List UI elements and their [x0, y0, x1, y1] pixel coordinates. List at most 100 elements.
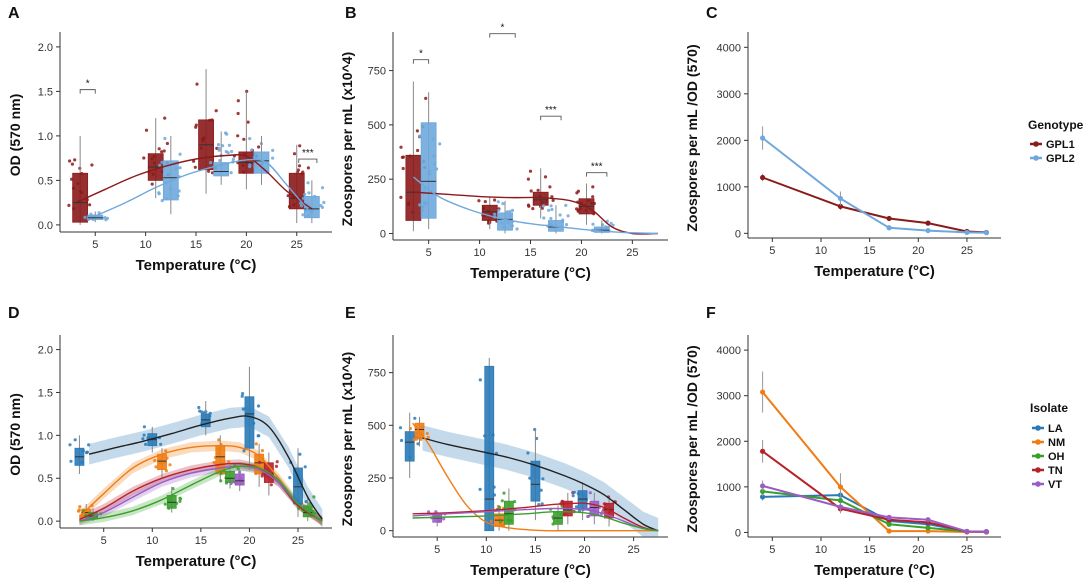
x-tick-label-c: 15: [864, 245, 876, 257]
data-point-oh: [163, 502, 167, 506]
data-point-la: [413, 416, 417, 420]
data-point-gpl1: [144, 128, 149, 132]
x-tick-label-f: 5: [769, 544, 775, 556]
data-point-la: [240, 394, 244, 398]
legend-marker-nm: [1035, 439, 1041, 445]
fit-curve-vt: [79, 465, 323, 522]
box-la: [244, 396, 255, 449]
y-tick-label-c: 0: [735, 228, 741, 240]
box-vt: [432, 514, 443, 523]
data-point-nm: [489, 519, 493, 523]
data-point-gpl2: [216, 143, 221, 147]
legend-marker-oh: [1035, 453, 1041, 459]
significance-bracket: [586, 172, 608, 177]
data-point-gpl1: [292, 152, 297, 156]
data-point-la: [541, 477, 545, 481]
confidence-band-vt: [79, 461, 323, 526]
data-point-gpl1: [257, 145, 261, 149]
legend-item-nm: NM: [1032, 437, 1065, 449]
y-tick-label-f: 4000: [717, 345, 741, 357]
data-point-gpl1: [150, 182, 154, 186]
data-point-gpl1: [400, 155, 404, 159]
data-point-gpl2: [301, 213, 305, 217]
data-point-gpl1: [591, 185, 595, 189]
box-gpl2: [420, 122, 437, 219]
x-tick-label-c: 25: [961, 245, 973, 257]
data-point-gpl1: [886, 215, 892, 222]
data-point-gpl1: [193, 165, 197, 169]
data-point-gpl1: [214, 109, 218, 113]
x-axis-title-b: Temperature (°C): [470, 265, 591, 282]
data-point-la: [416, 442, 420, 446]
legend-item-oh: OH: [1032, 451, 1065, 463]
data-point-la: [303, 465, 307, 469]
fit-curve-la: [88, 415, 323, 520]
y-tick-label-e: 750: [368, 368, 386, 380]
box-la: [530, 460, 541, 502]
data-point-la: [200, 410, 204, 414]
data-point-gpl2: [178, 152, 182, 156]
legend-label-oh: OH: [1048, 451, 1065, 463]
data-point-gpl2: [418, 134, 422, 138]
y-tick-label-f: 2000: [717, 436, 741, 448]
x-tick-label-d: 10: [146, 535, 158, 547]
x-tick-label-a: 20: [240, 239, 252, 251]
data-point-gpl2: [221, 144, 225, 148]
data-point-la: [526, 451, 530, 455]
data-point-vt: [964, 528, 970, 535]
x-tick-label-a: 10: [140, 239, 152, 251]
x-tick-label-e: 25: [628, 544, 640, 556]
data-point-la: [257, 434, 261, 438]
data-point-gpl1: [215, 146, 219, 150]
data-point-nm: [212, 460, 216, 465]
data-point-nm: [886, 528, 892, 534]
data-point-gpl2: [163, 136, 167, 141]
y-tick-label-e: 250: [368, 473, 386, 485]
legend-item-la: LA: [1032, 423, 1063, 435]
x-tick-label-c: 20: [912, 245, 924, 257]
data-point-vt: [983, 529, 990, 535]
x-tick-label-e: 15: [529, 544, 541, 556]
data-point-oh: [498, 505, 502, 510]
data-point-gpl2: [564, 223, 569, 227]
data-point-gpl1: [195, 82, 199, 86]
data-point-gpl1: [142, 156, 146, 160]
data-point-gpl1: [527, 204, 531, 208]
data-point-oh: [219, 479, 223, 483]
y-tick-label-a: 0.0: [38, 220, 53, 232]
data-point-oh: [178, 499, 182, 503]
data-point-vt: [886, 514, 892, 521]
data-point-nm: [260, 449, 264, 453]
data-point-gpl1: [424, 96, 428, 100]
y-tick-label-c: 3000: [717, 89, 741, 101]
data-point-gpl2: [964, 229, 970, 236]
panel-label-f: F: [706, 305, 716, 322]
data-point-gpl2: [303, 192, 307, 196]
data-point-gpl2: [983, 230, 990, 236]
x-tick-label-a: 5: [92, 239, 98, 251]
y-axis-title-f: Zoospores per mL /OD (570): [684, 345, 700, 532]
data-point-gpl2: [231, 157, 235, 161]
data-point-la: [540, 502, 544, 506]
data-point-la: [197, 405, 201, 410]
legend-genotype-title: Genotype: [1028, 118, 1084, 132]
data-point-nm: [76, 509, 81, 513]
data-point-gpl2: [320, 186, 325, 190]
data-point-nm: [408, 426, 412, 431]
x-axis-title-e: Temperature (°C): [470, 562, 591, 579]
y-axis-title-c: Zoospores per mL /OD (570): [684, 44, 700, 231]
data-point-gpl2: [271, 156, 275, 160]
data-point-gpl2: [160, 160, 164, 164]
data-point-la: [572, 490, 576, 494]
data-point-la: [398, 426, 403, 430]
data-point-tn: [759, 448, 766, 454]
data-point-gpl2: [566, 214, 570, 218]
data-point-gpl2: [418, 203, 422, 207]
box-oh: [225, 470, 235, 483]
data-point-gpl2: [299, 204, 304, 208]
data-point-gpl1: [401, 166, 405, 171]
data-point-vt: [925, 517, 931, 523]
data-point-gpl1: [297, 164, 302, 168]
data-point-la: [159, 442, 163, 446]
